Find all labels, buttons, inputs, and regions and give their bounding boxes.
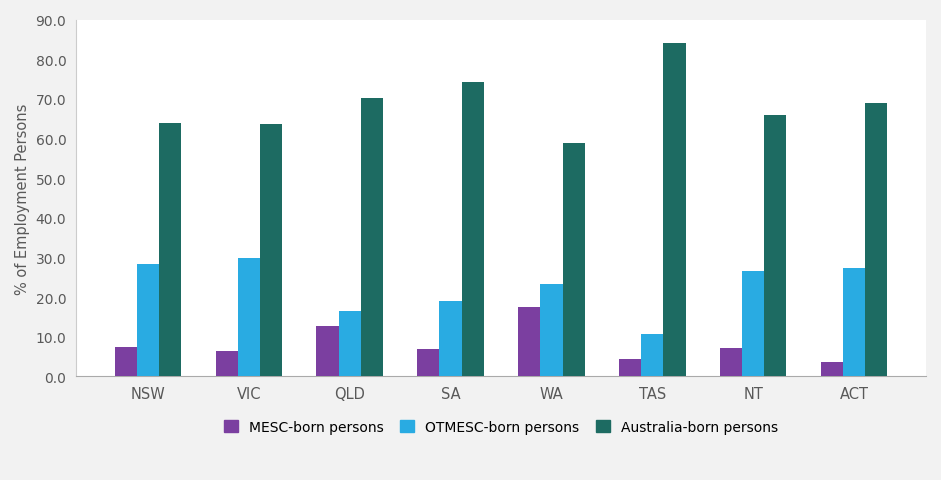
Bar — [215, 352, 238, 377]
Bar — [417, 349, 439, 377]
Bar — [462, 83, 484, 377]
Legend: MESC-born persons, OTMESC-born persons, Australia-born persons: MESC-born persons, OTMESC-born persons, … — [224, 420, 778, 434]
Bar — [843, 269, 865, 377]
Bar — [260, 124, 282, 377]
Bar — [641, 334, 663, 377]
Bar — [742, 271, 764, 377]
Bar — [865, 104, 887, 377]
Bar — [439, 301, 462, 377]
Bar — [563, 144, 584, 377]
Bar — [619, 359, 641, 377]
Bar — [339, 311, 360, 377]
Bar — [518, 307, 540, 377]
Bar — [159, 123, 182, 377]
Bar — [540, 285, 563, 377]
Bar — [136, 264, 159, 377]
Bar — [316, 326, 339, 377]
Bar — [720, 348, 742, 377]
Bar — [115, 347, 136, 377]
Bar — [238, 259, 260, 377]
Bar — [360, 99, 383, 377]
Bar — [764, 116, 787, 377]
Y-axis label: % of Employment Persons: % of Employment Persons — [15, 103, 30, 294]
Bar — [821, 362, 843, 377]
Bar — [663, 43, 686, 377]
